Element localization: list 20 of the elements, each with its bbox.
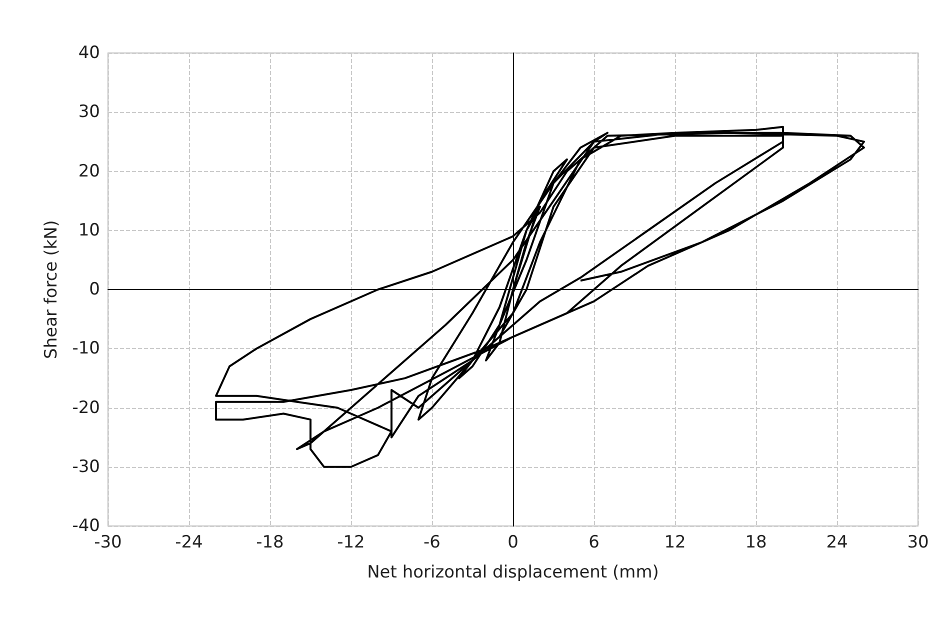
x-tick-label: 0 — [508, 532, 518, 552]
y-tick-label: 0 — [89, 280, 100, 300]
x-tick-label: -6 — [424, 532, 440, 552]
y-tick-label: 10 — [78, 220, 100, 240]
x-tick-label: 30 — [907, 532, 929, 552]
x-tick-label: -18 — [256, 532, 284, 552]
y-tick-label: -30 — [72, 456, 100, 477]
x-tick-label: -12 — [337, 532, 365, 552]
y-tick-label: -10 — [72, 338, 100, 359]
x-tick-label: 6 — [588, 532, 600, 552]
y-tick-label: 30 — [78, 102, 100, 122]
y-axis-title: Shear force (kN) — [42, 220, 62, 359]
x-tick-label: 24 — [826, 532, 848, 552]
x-tick-label: 12 — [664, 532, 686, 552]
y-tick-label: 20 — [78, 161, 100, 182]
y-tick-label: -20 — [72, 398, 100, 418]
x-axis-title: Net horizontal displacement (mm) — [367, 562, 659, 582]
x-tick-label: -24 — [175, 532, 203, 552]
y-tick-label: 40 — [78, 43, 100, 63]
x-tick-label: 18 — [745, 532, 767, 552]
